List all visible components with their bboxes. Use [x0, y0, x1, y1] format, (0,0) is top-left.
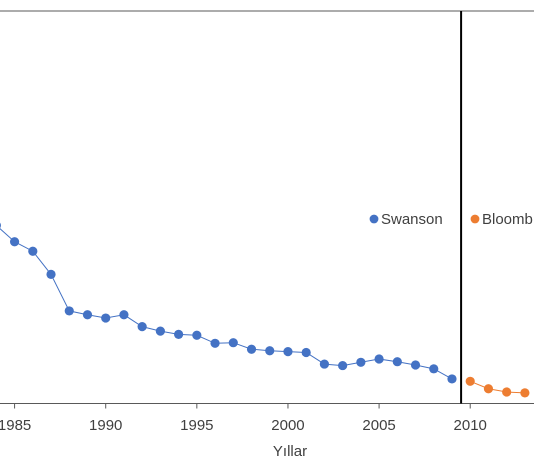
data-point	[28, 246, 38, 256]
data-point	[174, 329, 184, 339]
data-point	[192, 330, 202, 340]
data-point	[447, 374, 457, 384]
series-points	[0, 222, 530, 398]
x-tick-label: 2000	[271, 417, 304, 434]
legend: Swanson Bloomb	[369, 211, 533, 228]
data-point	[429, 364, 439, 374]
data-point	[101, 313, 111, 323]
legend-marker	[369, 214, 379, 224]
data-point	[319, 359, 330, 369]
x-tick-label: 1985	[0, 417, 31, 434]
data-point	[483, 384, 494, 394]
legend-label: Bloomb	[482, 211, 533, 228]
data-point	[301, 347, 311, 358]
data-point	[228, 338, 238, 348]
series-line-0	[0, 227, 453, 380]
legend-marker	[470, 214, 480, 224]
data-point	[465, 376, 475, 386]
data-point	[374, 354, 384, 364]
series-lines	[0, 227, 525, 394]
x-axis-label: Yıllar	[273, 443, 307, 460]
x-tick-label: 1990	[89, 417, 122, 434]
data-point	[155, 326, 165, 336]
data-point	[82, 310, 93, 320]
data-point	[46, 269, 56, 279]
data-point	[356, 357, 366, 367]
x-tick-labels: 1985 1990 1995 2000 2005 2010	[0, 403, 487, 434]
series-line-1	[470, 380, 525, 394]
data-point	[0, 222, 1, 229]
x-tick-label: 2005	[362, 417, 395, 434]
data-point	[246, 344, 257, 354]
data-point	[137, 322, 147, 332]
data-point	[520, 388, 530, 398]
data-point	[410, 360, 421, 370]
x-tick-label: 1995	[180, 417, 213, 434]
data-point	[283, 347, 293, 357]
data-point	[210, 338, 220, 348]
data-point	[338, 360, 348, 371]
data-point	[9, 237, 20, 247]
data-point	[392, 357, 402, 367]
legend-label: Swanson	[381, 211, 443, 228]
x-tick-label: 2010	[454, 417, 487, 434]
data-point	[64, 306, 74, 316]
data-point	[265, 346, 275, 356]
data-point	[502, 387, 512, 397]
data-point	[119, 310, 129, 320]
